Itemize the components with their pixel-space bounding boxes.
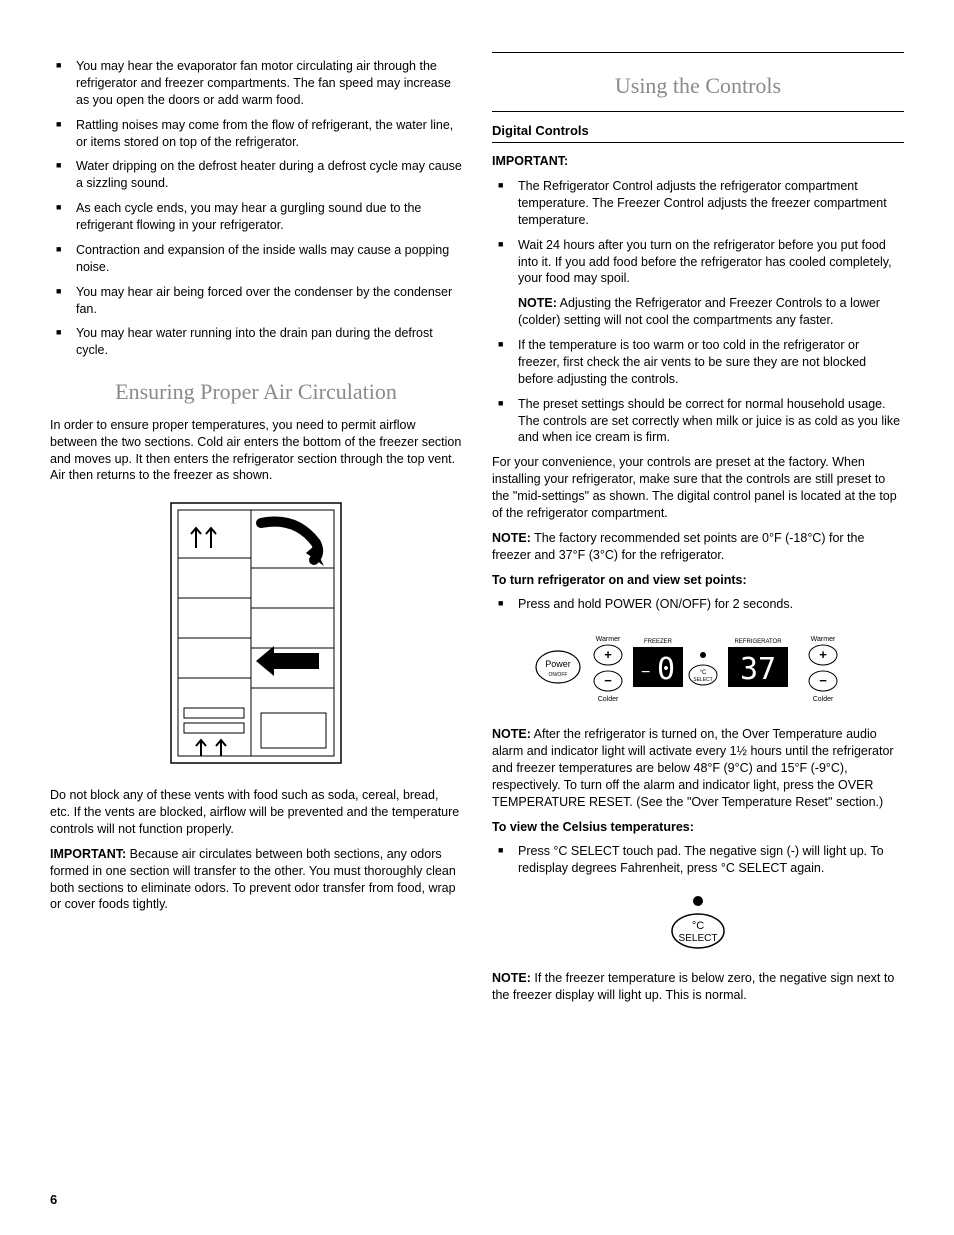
using-controls-heading: Using the Controls (492, 71, 904, 101)
list-item: You may hear water running into the drai… (50, 325, 462, 359)
celsius-heading: To view the Celsius temperatures: (492, 819, 904, 836)
celsius-list: Press °C SELECT touch pad. The negative … (492, 843, 904, 877)
note-body: The factory recommended set points are 0… (492, 531, 864, 562)
svg-text:Colder: Colder (813, 696, 834, 703)
list-item: As each cycle ends, you may hear a gurgl… (50, 200, 462, 234)
svg-text:−: − (641, 664, 650, 681)
note-body: After the refrigerator is turned on, the… (492, 727, 894, 809)
list-item: The Refrigerator Control adjusts the ref… (492, 178, 904, 229)
note-label: NOTE: (492, 727, 531, 741)
list-item: Press and hold POWER (ON/OFF) for 2 seco… (492, 596, 904, 613)
power-sub: ON/OFF (549, 672, 568, 678)
list-item: You may hear the evaporator fan motor ci… (50, 58, 462, 109)
svg-text:°C: °C (700, 670, 707, 676)
important-label: IMPORTANT: (492, 153, 904, 170)
list-item: The preset settings should be correct fo… (492, 396, 904, 447)
list-item: Press °C SELECT touch pad. The negative … (492, 843, 904, 877)
important-list: The Refrigerator Control adjusts the ref… (492, 178, 904, 287)
digital-controls-subhead: Digital Controls (492, 122, 904, 144)
right-column: Using the Controls Digital Controls IMPO… (492, 50, 904, 1012)
important-list-2: If the temperature is too warm or too co… (492, 337, 904, 446)
list-item: Contraction and expansion of the inside … (50, 242, 462, 276)
control-panel-diagram: Power ON/OFF Warmer + − Colder FREEZER −… (492, 627, 904, 712)
note-label: NOTE: (492, 971, 531, 985)
left-column: You may hear the evaporator fan motor ci… (50, 50, 462, 1012)
svg-text:−: − (819, 673, 827, 688)
fridge-airflow-diagram (50, 498, 462, 773)
page-number: 6 (50, 1191, 57, 1209)
list-item: You may hear air being forced over the c… (50, 284, 462, 318)
svg-text:37: 37 (740, 652, 776, 687)
note-cooling: NOTE: Adjusting the Refrigerator and Fre… (518, 295, 904, 329)
svg-text:+: + (604, 647, 612, 662)
important-odor-text: IMPORTANT: Because air circulates betwee… (50, 846, 462, 914)
note-body: If the freezer temperature is below zero… (492, 971, 894, 1002)
note-setpoints: NOTE: The factory recommended set points… (492, 530, 904, 564)
list-item: Wait 24 hours after you turn on the refr… (492, 237, 904, 288)
turn-on-list: Press and hold POWER (ON/OFF) for 2 seco… (492, 596, 904, 613)
note-label: NOTE: (492, 531, 531, 545)
turn-on-heading: To turn refrigerator on and view set poi… (492, 572, 904, 589)
svg-text:0: 0 (657, 652, 675, 687)
list-item: If the temperature is too warm or too co… (492, 337, 904, 388)
air-circulation-heading: Ensuring Proper Air Circulation (50, 377, 462, 407)
power-label: Power (545, 659, 571, 669)
svg-text:FREEZER: FREEZER (644, 639, 673, 645)
note-negative-sign: NOTE: If the freezer temperature is belo… (492, 970, 904, 1004)
svg-text:SELECT: SELECT (693, 677, 712, 683)
sounds-list: You may hear the evaporator fan motor ci… (50, 58, 462, 359)
svg-text:Warmer: Warmer (811, 636, 836, 643)
important-label: IMPORTANT: (50, 847, 126, 861)
list-item: Water dripping on the defrost heater dur… (50, 158, 462, 192)
vent-warning-text: Do not block any of these vents with foo… (50, 787, 462, 838)
svg-text:°C: °C (692, 920, 704, 932)
note-body: Adjusting the Refrigerator and Freezer C… (518, 296, 880, 327)
note-label: NOTE: (518, 296, 557, 310)
svg-text:REFRIGERATOR: REFRIGERATOR (734, 639, 782, 645)
air-intro-text: In order to ensure proper temperatures, … (50, 417, 462, 485)
svg-text:SELECT: SELECT (679, 933, 718, 944)
svg-text:−: − (604, 673, 612, 688)
svg-text:Colder: Colder (598, 696, 619, 703)
svg-text:Warmer: Warmer (596, 636, 621, 643)
svg-text:+: + (819, 647, 827, 662)
list-item: Rattling noises may come from the flow o… (50, 117, 462, 151)
divider (492, 111, 904, 112)
c-select-diagram: °C SELECT (492, 891, 904, 956)
divider (492, 52, 904, 53)
note-over-temp: NOTE: After the refrigerator is turned o… (492, 726, 904, 810)
preset-text: For your convenience, your controls are … (492, 454, 904, 522)
